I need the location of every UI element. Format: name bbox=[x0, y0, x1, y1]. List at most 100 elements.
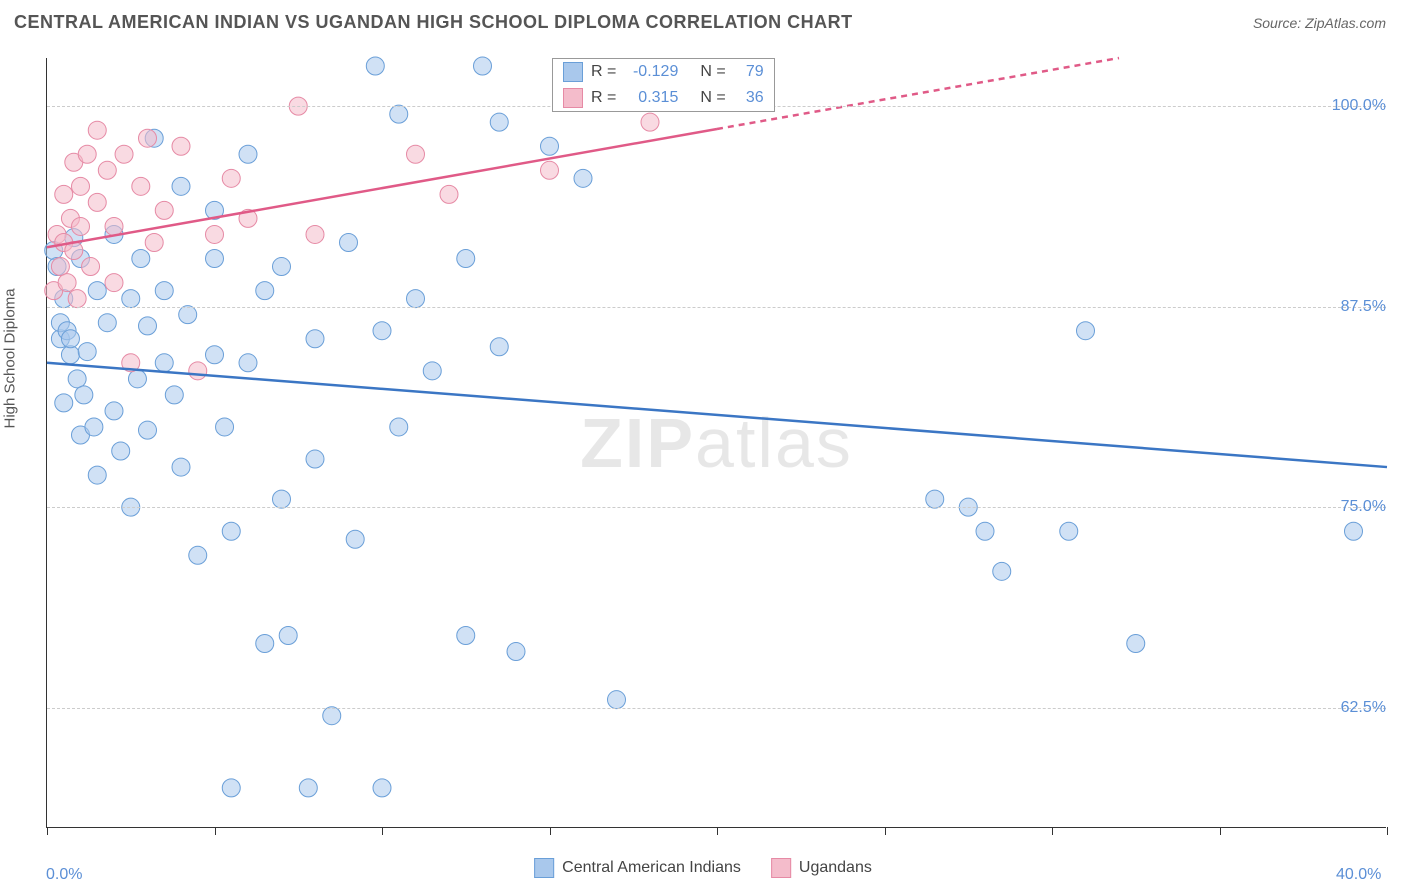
scatter-point bbox=[55, 394, 73, 412]
x-tick bbox=[885, 827, 886, 835]
scatter-point bbox=[490, 113, 508, 131]
grid-line bbox=[47, 507, 1386, 508]
plot-svg bbox=[47, 58, 1386, 827]
scatter-point bbox=[507, 643, 525, 661]
scatter-point bbox=[51, 258, 69, 276]
scatter-point bbox=[490, 338, 508, 356]
scatter-point bbox=[88, 193, 106, 211]
scatter-point bbox=[115, 145, 133, 163]
scatter-point bbox=[926, 490, 944, 508]
scatter-point bbox=[457, 627, 475, 645]
scatter-point bbox=[1127, 635, 1145, 653]
scatter-point bbox=[256, 282, 274, 300]
x-tick bbox=[215, 827, 216, 835]
scatter-point bbox=[273, 258, 291, 276]
scatter-point bbox=[139, 129, 157, 147]
chart-area: ZIPatlas R =-0.129N =79R =0.315N =36 bbox=[46, 58, 1386, 828]
scatter-point bbox=[139, 317, 157, 335]
y-tick-label: 62.5% bbox=[1341, 699, 1386, 717]
scatter-point bbox=[189, 362, 207, 380]
stats-box: R = -0.129 N = 79 R =0.315N =36 bbox=[552, 58, 775, 112]
y-axis-label: High School Diploma bbox=[2, 288, 19, 428]
chart-source: Source: ZipAtlas.com bbox=[1253, 15, 1386, 31]
scatter-point bbox=[273, 490, 291, 508]
scatter-point bbox=[474, 57, 492, 75]
scatter-point bbox=[189, 546, 207, 564]
y-tick-label: 87.5% bbox=[1341, 298, 1386, 316]
grid-line bbox=[47, 307, 1386, 308]
scatter-point bbox=[541, 137, 559, 155]
scatter-point bbox=[88, 466, 106, 484]
scatter-point bbox=[976, 522, 994, 540]
scatter-point bbox=[407, 145, 425, 163]
scatter-point bbox=[1077, 322, 1095, 340]
legend-label: Ugandans bbox=[799, 859, 872, 877]
x-tick-label: 0.0% bbox=[46, 866, 82, 884]
scatter-point bbox=[390, 105, 408, 123]
scatter-point bbox=[68, 370, 86, 388]
scatter-point bbox=[407, 290, 425, 308]
scatter-point bbox=[155, 201, 173, 219]
scatter-point bbox=[206, 346, 224, 364]
x-tick bbox=[1387, 827, 1388, 835]
x-tick bbox=[550, 827, 551, 835]
scatter-point bbox=[82, 258, 100, 276]
scatter-point bbox=[323, 707, 341, 725]
x-tick bbox=[1052, 827, 1053, 835]
stats-swatch bbox=[563, 88, 583, 108]
chart-title: CENTRAL AMERICAN INDIAN VS UGANDAN HIGH … bbox=[14, 12, 853, 33]
scatter-point bbox=[440, 185, 458, 203]
scatter-point bbox=[172, 137, 190, 155]
scatter-point bbox=[68, 290, 86, 308]
scatter-point bbox=[299, 779, 317, 797]
scatter-point bbox=[179, 306, 197, 324]
scatter-point bbox=[306, 330, 324, 348]
scatter-point bbox=[78, 343, 96, 361]
scatter-point bbox=[1060, 522, 1078, 540]
x-tick-label: 40.0% bbox=[1336, 866, 1381, 884]
scatter-point bbox=[139, 421, 157, 439]
scatter-point bbox=[145, 233, 163, 251]
stat-r-label: R = bbox=[591, 63, 616, 81]
stat-r-value: -0.129 bbox=[624, 63, 678, 81]
scatter-point bbox=[128, 370, 146, 388]
scatter-point bbox=[373, 322, 391, 340]
y-tick-label: 100.0% bbox=[1332, 97, 1386, 115]
scatter-point bbox=[88, 121, 106, 139]
stat-n-label: N = bbox=[700, 89, 725, 107]
scatter-point bbox=[132, 250, 150, 268]
scatter-point bbox=[98, 314, 116, 332]
scatter-point bbox=[541, 161, 559, 179]
chart-header: CENTRAL AMERICAN INDIAN VS UGANDAN HIGH … bbox=[0, 0, 1406, 41]
legend-label: Central American Indians bbox=[562, 859, 741, 877]
source-label: Source: bbox=[1253, 15, 1305, 31]
trend-line-dashed bbox=[717, 58, 1119, 129]
scatter-point bbox=[574, 169, 592, 187]
scatter-point bbox=[390, 418, 408, 436]
scatter-point bbox=[61, 330, 79, 348]
scatter-point bbox=[641, 113, 659, 131]
scatter-point bbox=[112, 442, 130, 460]
source-name: ZipAtlas.com bbox=[1305, 15, 1386, 31]
scatter-point bbox=[88, 282, 106, 300]
stat-n-label: N = bbox=[700, 63, 725, 81]
scatter-point bbox=[98, 161, 116, 179]
stats-row: R =0.315N =36 bbox=[553, 85, 774, 111]
x-tick bbox=[717, 827, 718, 835]
scatter-point bbox=[222, 169, 240, 187]
stat-n-value: 79 bbox=[734, 63, 764, 81]
scatter-point bbox=[222, 779, 240, 797]
scatter-point bbox=[206, 225, 224, 243]
scatter-point bbox=[165, 386, 183, 404]
scatter-point bbox=[155, 282, 173, 300]
scatter-point bbox=[457, 250, 475, 268]
scatter-point bbox=[239, 354, 257, 372]
x-tick bbox=[382, 827, 383, 835]
x-tick bbox=[47, 827, 48, 835]
scatter-point bbox=[239, 145, 257, 163]
stat-r-label: R = bbox=[591, 89, 616, 107]
y-tick-label: 75.0% bbox=[1341, 498, 1386, 516]
legend-item: Ugandans bbox=[771, 858, 872, 878]
scatter-point bbox=[78, 145, 96, 163]
scatter-point bbox=[172, 177, 190, 195]
